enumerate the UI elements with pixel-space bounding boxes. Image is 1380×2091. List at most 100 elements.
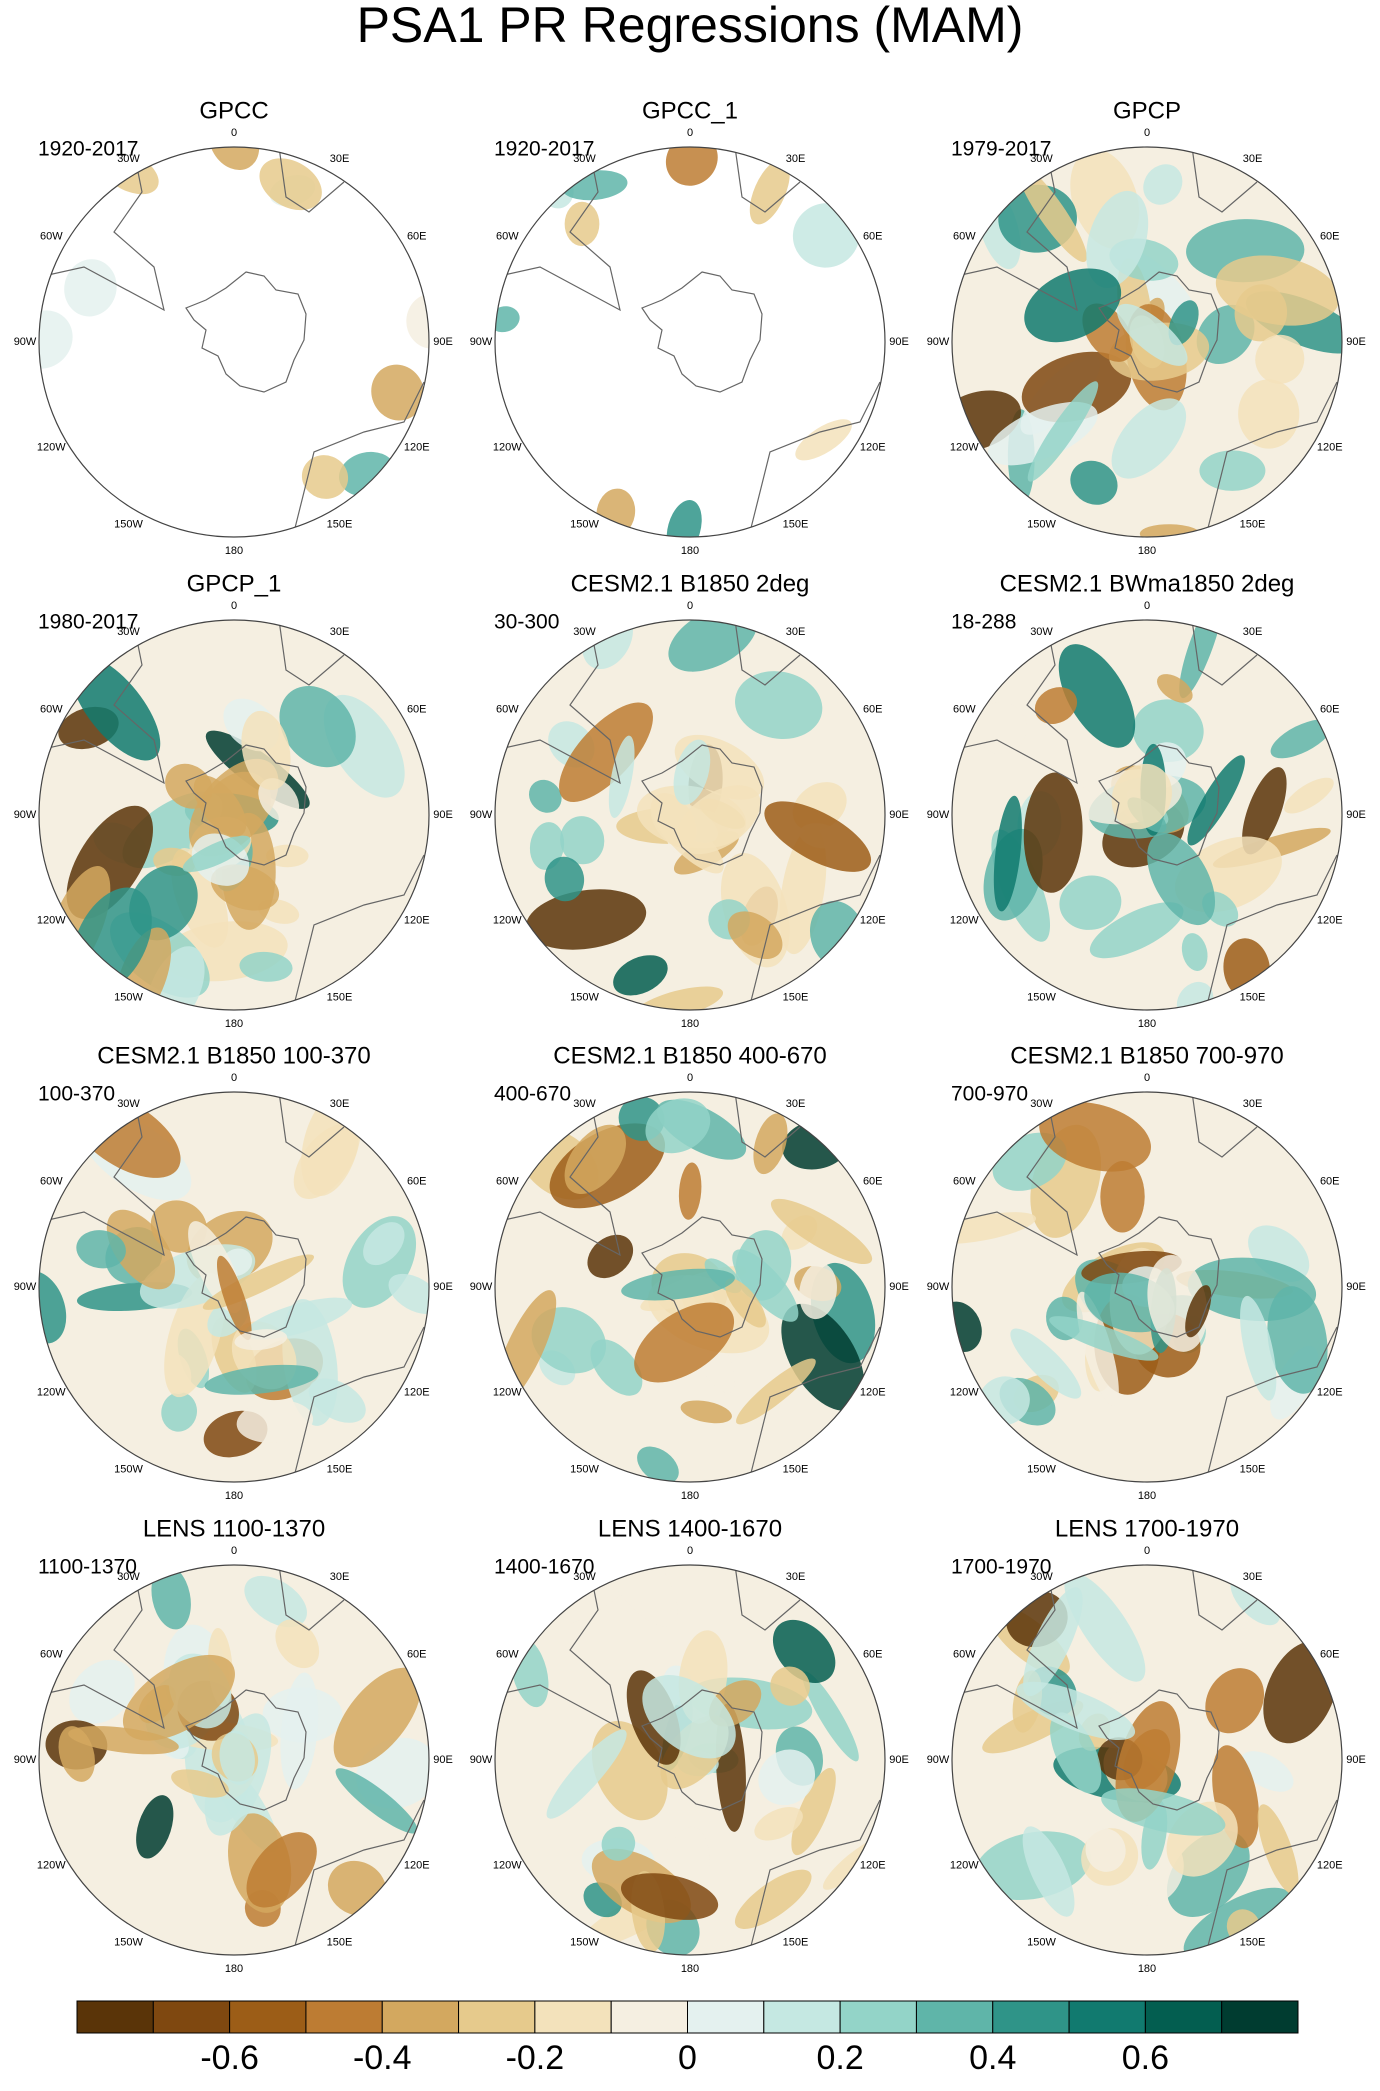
field-blob [634, 1302, 735, 1383]
longitude-label: 120W [493, 1386, 522, 1398]
longitude-label: 90W [470, 809, 493, 821]
longitude-label: 120E [860, 914, 886, 926]
longitude-label: 180 [225, 1963, 243, 1975]
south-america [952, 1569, 1078, 1730]
colorbar-box [839, 2000, 917, 2034]
field-blob [1242, 767, 1287, 855]
africa [734, 1092, 801, 1158]
field-blob [1070, 460, 1118, 505]
longitude-label: 150E [783, 1464, 809, 1476]
field-blob [993, 795, 1022, 912]
field-blob [308, 1378, 366, 1423]
longitude-label: 30E [330, 1098, 350, 1110]
field-blob [1100, 1161, 1145, 1233]
longitude-label: 60W [496, 703, 519, 715]
longitude-label: 150E [783, 519, 809, 531]
longitude-label: 0 [687, 1072, 693, 1084]
longitude-label: 30E [786, 1098, 806, 1110]
field-blob [758, 1749, 816, 1806]
field-blob [1179, 620, 1224, 699]
field-blob [1238, 379, 1300, 449]
field-blob [975, 702, 1027, 754]
south-america [39, 1569, 165, 1730]
south-america [495, 151, 621, 312]
map-border [951, 619, 1343, 1011]
field-blob [1199, 450, 1266, 491]
field-blob [122, 1654, 235, 1741]
field-blob [1086, 190, 1149, 288]
longitude-label: 90E [889, 1281, 909, 1293]
africa [278, 1565, 345, 1631]
field-blob [1027, 381, 1099, 482]
longitude-label: 60E [863, 1175, 883, 1187]
field-blob [753, 1113, 788, 1175]
longitude-label: 0 [231, 1545, 237, 1557]
south-america [495, 624, 621, 785]
longitude-label: 150W [114, 519, 143, 531]
field-blob [1085, 1828, 1126, 1872]
australia [749, 381, 881, 533]
longitude-label: 90W [470, 1281, 493, 1293]
australia [293, 1799, 425, 1951]
longitude-label: 60E [1320, 1648, 1340, 1660]
field-blob [234, 1329, 288, 1351]
longitude-label: 90E [1346, 1754, 1366, 1766]
field-blob [770, 1666, 810, 1706]
longitude-label: 120W [37, 1859, 66, 1871]
panel-title: CESM2.1 B1850 400-670 [553, 1042, 827, 1069]
field-blob [564, 1124, 627, 1194]
field-blob [764, 801, 872, 872]
field-blob [795, 419, 852, 461]
australia [1206, 854, 1338, 1006]
panel-period: 30-300 [494, 611, 559, 634]
colorbar-tick-label: 0.2 [816, 2039, 863, 2077]
longitude-label: 150E [327, 1464, 353, 1476]
field-blob [1215, 255, 1340, 326]
longitude-label: 0 [1144, 600, 1150, 612]
longitude-label: 30W [573, 1571, 596, 1583]
longitude-label: 90E [433, 336, 453, 348]
south-america [39, 151, 165, 312]
longitude-label: 0 [1144, 1072, 1150, 1084]
longitude-label: 180 [681, 545, 699, 557]
map-border [951, 1564, 1343, 1956]
colorbar-box [1068, 2000, 1146, 2034]
field-blob [735, 671, 823, 739]
longitude-label: 30E [330, 1571, 350, 1583]
longitude-label: 150E [1240, 1464, 1266, 1476]
field-blob [335, 1768, 418, 1834]
map-background [39, 147, 429, 537]
field-blob [208, 147, 260, 170]
longitude-label: 30E [786, 626, 806, 638]
longitude-label: 0 [231, 127, 237, 139]
longitude-label: 90W [14, 809, 37, 821]
longitude-label: 60W [953, 1648, 976, 1660]
field-blob [735, 1230, 792, 1301]
colorbar-tick-label: 0.4 [969, 2039, 1016, 2077]
longitude-label: 120E [404, 441, 430, 453]
africa [278, 620, 345, 686]
field-blob [236, 1400, 314, 1443]
australia [749, 1326, 881, 1478]
field-blob [754, 1807, 803, 1841]
longitude-label: 120E [404, 914, 430, 926]
field-blob [1111, 398, 1187, 479]
colorbar-tick-label: 0 [678, 2039, 697, 2077]
field-blob [632, 986, 724, 1010]
field-blob [1050, 1712, 1102, 1794]
longitude-label: 60W [953, 230, 976, 242]
longitude-label: 120E [1317, 1386, 1343, 1398]
panel-title: CESM2.1 BWma1850 2deg [1000, 570, 1295, 597]
longitude-label: 150W [1027, 519, 1056, 531]
australia [1206, 1799, 1338, 1951]
field-blob [1089, 902, 1184, 959]
longitude-label: 90E [433, 1754, 453, 1766]
field-blob [1076, 1291, 1119, 1406]
field-blob [666, 500, 702, 537]
field-blob [69, 1659, 135, 1724]
longitude-label: 60E [407, 703, 427, 715]
south-america [952, 151, 1078, 312]
longitude-label: 60E [407, 1175, 427, 1187]
longitude-label: 60W [496, 1648, 519, 1660]
